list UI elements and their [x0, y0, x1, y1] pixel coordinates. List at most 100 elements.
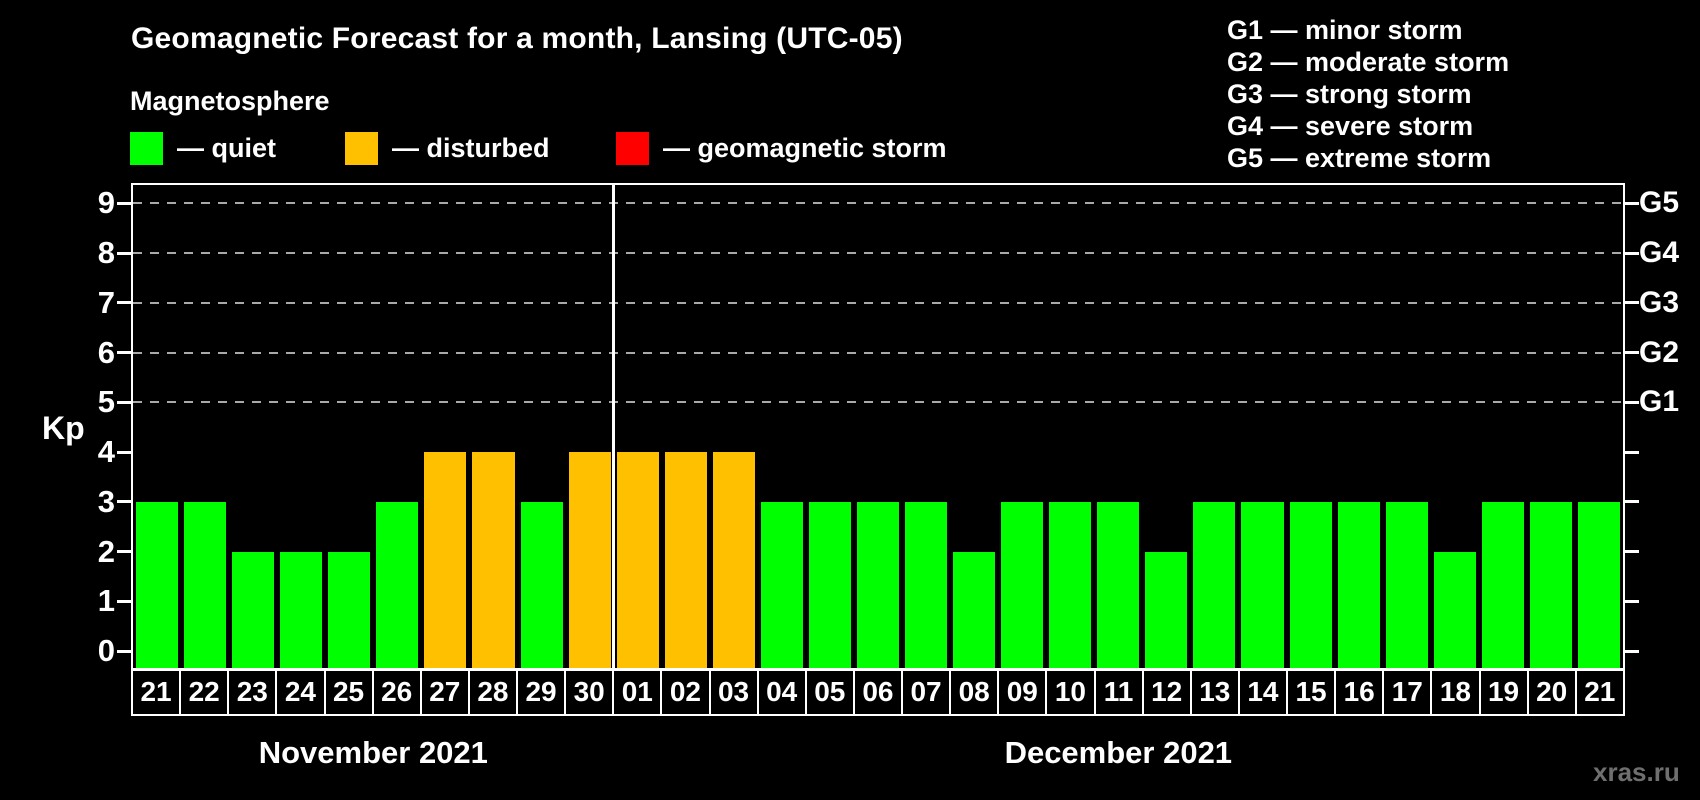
x-axis-label-box: 16	[1334, 671, 1382, 714]
legend-item-quiet: — quiet	[130, 132, 276, 165]
x-axis-label-box: 01	[612, 671, 660, 714]
x-axis-label-box: 12	[1141, 671, 1190, 714]
x-axis-label-box: 14	[1237, 671, 1286, 714]
legend-item-storm: — geomagnetic storm	[616, 132, 947, 165]
x-axis-label-box: 24	[275, 671, 323, 714]
y-tick-label-0: 0	[97, 633, 115, 669]
x-axis-label-box: 26	[371, 671, 420, 714]
y-tick-left-2	[117, 550, 131, 554]
x-axis-label-box: 29	[516, 671, 564, 714]
kp-bar-day-13	[1193, 501, 1236, 668]
month-label-0: November 2021	[258, 735, 488, 770]
y-tick-right-8	[1625, 251, 1639, 255]
x-axis-label-box: 02	[660, 671, 708, 714]
kp-bar-day-23	[232, 551, 275, 668]
x-axis-label-box: 17	[1382, 671, 1430, 714]
watermark: xras.ru	[1593, 757, 1680, 787]
gridline-kp7	[133, 301, 1623, 304]
legend-label-storm: — geomagnetic storm	[663, 133, 947, 163]
y-tick-right-9	[1625, 201, 1639, 205]
y-tick-right-5	[1625, 400, 1639, 404]
y-tick-right-1	[1625, 599, 1639, 603]
kp-bar-day-05	[808, 501, 851, 668]
legend-label-quiet: — quiet	[177, 133, 276, 163]
kp-bar-day-16	[1337, 501, 1380, 668]
g-legend-line-3: G3 — strong storm	[1227, 79, 1472, 109]
y-tick-label-9: 9	[97, 185, 115, 221]
x-axis-label-box: 04	[756, 671, 805, 714]
g-level-label-G3: G3	[1639, 285, 1680, 319]
g-scale-legend: G1 — minor storm G2 — moderate storm G3 — …	[1227, 14, 1509, 174]
kp-bar-day-26	[376, 501, 419, 668]
y-tick-left-7	[117, 301, 131, 305]
kp-bar-day-04	[760, 501, 803, 668]
y-tick-label-2: 2	[97, 533, 115, 569]
month-label-1: December 2021	[1004, 735, 1233, 770]
y-tick-left-5	[117, 400, 131, 404]
plot-area: 0 1 2 3 4 5 6 7 8 9 G1 G2 G3 G4 G5	[98, 183, 1679, 670]
kp-bar-day-03	[712, 452, 755, 668]
x-axis-label-box: 30	[564, 671, 612, 714]
y-tick-left-9	[117, 201, 131, 205]
x-axis-label-box: 05	[804, 671, 853, 714]
kp-bar-day-28	[472, 452, 515, 668]
x-axis-label-box: 19	[1478, 671, 1527, 714]
gridline-kp6	[133, 351, 1623, 354]
g-level-label-G1: G1	[1639, 385, 1680, 419]
x-axis-label-box: 25	[323, 671, 372, 714]
kp-bar-day-24	[280, 551, 323, 668]
gridline-kp8	[133, 252, 1623, 255]
x-axis-label-box: 07	[901, 671, 949, 714]
y-tick-label-1: 1	[97, 583, 115, 619]
kp-bar-day-20	[1529, 501, 1572, 668]
x-axis-label-box: 13	[1189, 671, 1238, 714]
x-axis-label-box: 21	[140, 676, 172, 707]
y-tick-right-0	[1625, 649, 1639, 653]
x-axis-label-box: 15	[1286, 671, 1334, 714]
y-tick-right-4	[1625, 450, 1639, 454]
gridline-kp5	[133, 401, 1623, 404]
x-axis-label-box: 23	[227, 671, 275, 714]
x-axis-label-box: 21	[1574, 671, 1623, 714]
y-tick-left-4	[117, 450, 131, 454]
chart-title: Geomagnetic Forecast for a month, Lansin…	[131, 22, 903, 55]
x-axis-label-box: 11	[1093, 671, 1142, 714]
kp-bar-day-17	[1385, 501, 1428, 668]
g-legend-line-2: G2 — moderate storm	[1227, 47, 1510, 77]
month-separator-line	[612, 185, 616, 668]
legend-swatch-disturbed	[345, 132, 378, 165]
g-level-label-G2: G2	[1639, 335, 1680, 369]
y-tick-label-8: 8	[97, 235, 115, 271]
x-axis-label-box: 20	[1526, 671, 1575, 714]
g-level-label-G4: G4	[1639, 236, 1680, 270]
y-tick-right-3	[1625, 500, 1639, 504]
y-tick-label-3: 3	[97, 483, 115, 519]
x-axis-label-box: 08	[949, 671, 997, 714]
kp-bar-day-15	[1289, 501, 1332, 668]
g-level-label-G5: G5	[1639, 186, 1680, 220]
x-axis-label-box: 18	[1430, 671, 1478, 714]
kp-bar-day-02	[664, 452, 707, 668]
g-legend-line-1: G1 — minor storm	[1227, 15, 1463, 45]
kp-bar-day-12	[1145, 551, 1188, 668]
legend-swatch-quiet	[130, 132, 163, 165]
y-tick-left-3	[117, 500, 131, 504]
y-tick-label-5: 5	[97, 384, 115, 420]
y-tick-label-7: 7	[97, 284, 115, 320]
kp-bar-day-08	[953, 551, 996, 668]
g-legend-line-4: G4 — severe storm	[1227, 111, 1474, 141]
y-tick-left-6	[117, 351, 131, 355]
legend-swatch-storm	[616, 132, 649, 165]
x-axis-label-box: 22	[179, 671, 227, 714]
kp-bar-day-21	[1577, 501, 1620, 668]
x-axis-label-box: 03	[708, 671, 757, 714]
y-tick-label-4: 4	[97, 434, 115, 470]
y-tick-right-2	[1625, 550, 1639, 554]
kp-bar-day-11	[1097, 501, 1140, 668]
kp-bar-day-30	[568, 452, 611, 668]
y-tick-right-7	[1625, 301, 1639, 305]
x-axis-label-box: 06	[852, 671, 901, 714]
y-tick-left-8	[117, 251, 131, 255]
kp-bar-day-07	[905, 501, 948, 668]
kp-bar-day-29	[520, 501, 563, 668]
